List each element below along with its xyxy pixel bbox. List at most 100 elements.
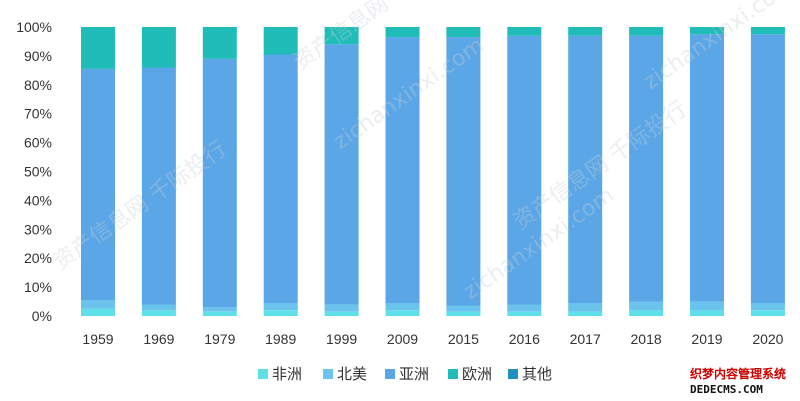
bar-stack-1959 (81, 27, 115, 316)
bar-segment-2017-0 (568, 311, 603, 316)
x-tick-label: 1969 (143, 331, 174, 347)
bar-segment-1999-1 (324, 304, 359, 312)
corner-watermark: 织梦内容管理系统 DEDECMS.COM (690, 366, 786, 396)
bar-segment-2019-2 (690, 34, 724, 302)
x-tick-label: 1999 (326, 331, 357, 347)
bar-segment-2016-2 (507, 35, 542, 305)
corner-watermark-title: 织梦内容管理系统 (690, 366, 786, 381)
y-tick-label: 0% (32, 308, 52, 324)
x-tick-label: 2009 (387, 331, 418, 347)
bar-stack-1989 (263, 27, 298, 316)
bar-segment-2015-3 (446, 27, 481, 38)
x-tick-label: 2015 (448, 331, 479, 347)
bar-segment-2018-3 (629, 27, 664, 36)
y-tick-label: 50% (24, 164, 52, 180)
bar-segment-2017-3 (568, 27, 603, 36)
bar-stack-2016 (507, 27, 542, 316)
bar-segment-2017-1 (568, 303, 603, 312)
bar-stack-2017 (568, 27, 603, 316)
bar-segment-2020-3 (750, 27, 785, 35)
bar-stack-1979 (202, 27, 237, 316)
legend-swatch (448, 369, 458, 379)
corner-watermark-domain: DEDECMS.COM (690, 383, 763, 396)
x-axis: 1959 1969 1979 1989 1999 2009 2015 2016 2017 2018… (82, 331, 783, 347)
bar-segment-1979-1 (202, 307, 237, 312)
bar-stack-1999 (324, 27, 359, 316)
bar-segment-1989-3 (263, 27, 298, 55)
legend-label: 欧洲 (462, 365, 492, 383)
x-tick-label: 2019 (691, 331, 722, 347)
y-tick-label: 40% (24, 192, 52, 208)
bar-stack-2009 (385, 27, 420, 316)
bar-segment-2018-1 (629, 301, 664, 311)
legend-swatch (385, 369, 395, 379)
bar-segment-2016-1 (507, 304, 542, 312)
bar-segment-1999-3 (324, 27, 359, 45)
bar-segment-2020-0 (750, 310, 785, 316)
bar-stack-2019 (690, 27, 724, 316)
x-tick-label: 2020 (752, 331, 783, 347)
bars-layer (81, 27, 785, 316)
y-tick-label: 100% (16, 19, 52, 35)
y-axis: 0% 10% 20% 30% 40% 50% 60% 70% 80% 90% 100% (16, 19, 52, 324)
legend-label: 非洲 (272, 365, 302, 383)
bar-segment-1979-2 (202, 58, 237, 308)
bar-segment-2019-3 (690, 27, 724, 35)
bar-segment-1979-0 (202, 311, 237, 316)
legend-label: 亚洲 (399, 365, 429, 383)
legend: 非洲 北美 亚洲 欧洲 其他 (258, 365, 552, 383)
bar-segment-2009-0 (385, 310, 420, 316)
bar-segment-1959-3 (81, 27, 115, 69)
bar-segment-1989-0 (263, 310, 298, 316)
bar-segment-1969-1 (141, 304, 176, 311)
y-tick-label: 20% (24, 250, 52, 266)
bar-segment-2009-2 (385, 37, 420, 303)
y-tick-label: 10% (24, 279, 52, 295)
bar-segment-1989-2 (263, 54, 298, 303)
y-tick-label: 80% (24, 77, 52, 93)
bar-segment-1969-3 (141, 27, 176, 68)
y-tick-label: 60% (24, 135, 52, 151)
bar-segment-2009-1 (385, 303, 420, 311)
bar-segment-1999-0 (324, 311, 359, 316)
bar-segment-2015-2 (446, 37, 481, 306)
y-tick-label: 30% (24, 221, 52, 237)
bar-stack-2020 (750, 27, 785, 316)
legend-swatch (258, 369, 268, 379)
x-tick-label: 1989 (265, 331, 296, 347)
bar-segment-2019-0 (690, 310, 724, 316)
legend-label: 其他 (522, 365, 552, 383)
x-tick-label: 2017 (570, 331, 601, 347)
bar-segment-2020-2 (750, 34, 785, 303)
bar-segment-1959-2 (81, 68, 115, 301)
bar-segment-2019-1 (690, 301, 724, 311)
bar-segment-2015-1 (446, 305, 481, 312)
bar-segment-1989-1 (263, 303, 298, 311)
x-tick-label: 2018 (631, 331, 662, 347)
bar-segment-2018-2 (629, 35, 664, 302)
x-tick-label: 1959 (82, 331, 113, 347)
bar-segment-2020-1 (750, 303, 785, 311)
y-tick-label: 90% (24, 48, 52, 64)
legend-swatch (508, 369, 518, 379)
bar-segment-1959-0 (81, 308, 115, 316)
bar-segment-1969-0 (141, 310, 176, 316)
bar-segment-2015-0 (446, 311, 481, 316)
legend-swatch (323, 369, 333, 379)
bar-segment-2017-2 (568, 35, 603, 303)
bar-segment-2016-0 (507, 311, 542, 316)
bar-segment-1979-3 (202, 27, 237, 59)
bar-stack-2015 (446, 27, 481, 316)
bar-stack-2018 (629, 27, 664, 316)
bar-segment-2009-3 (385, 27, 420, 38)
bar-segment-2016-3 (507, 27, 542, 36)
x-tick-label: 1979 (204, 331, 235, 347)
bar-segment-2018-0 (629, 310, 664, 316)
bar-segment-1969-2 (141, 67, 176, 305)
bar-segment-1959-1 (81, 300, 115, 309)
x-tick-label: 2016 (509, 331, 540, 347)
bar-segment-1999-2 (324, 44, 359, 305)
y-tick-label: 70% (24, 106, 52, 122)
